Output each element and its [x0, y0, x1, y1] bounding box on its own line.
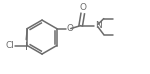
Text: I: I [25, 42, 28, 52]
Text: O: O [67, 24, 74, 33]
Text: N: N [95, 21, 101, 30]
Text: O: O [79, 3, 86, 12]
Text: Cl: Cl [5, 41, 14, 50]
